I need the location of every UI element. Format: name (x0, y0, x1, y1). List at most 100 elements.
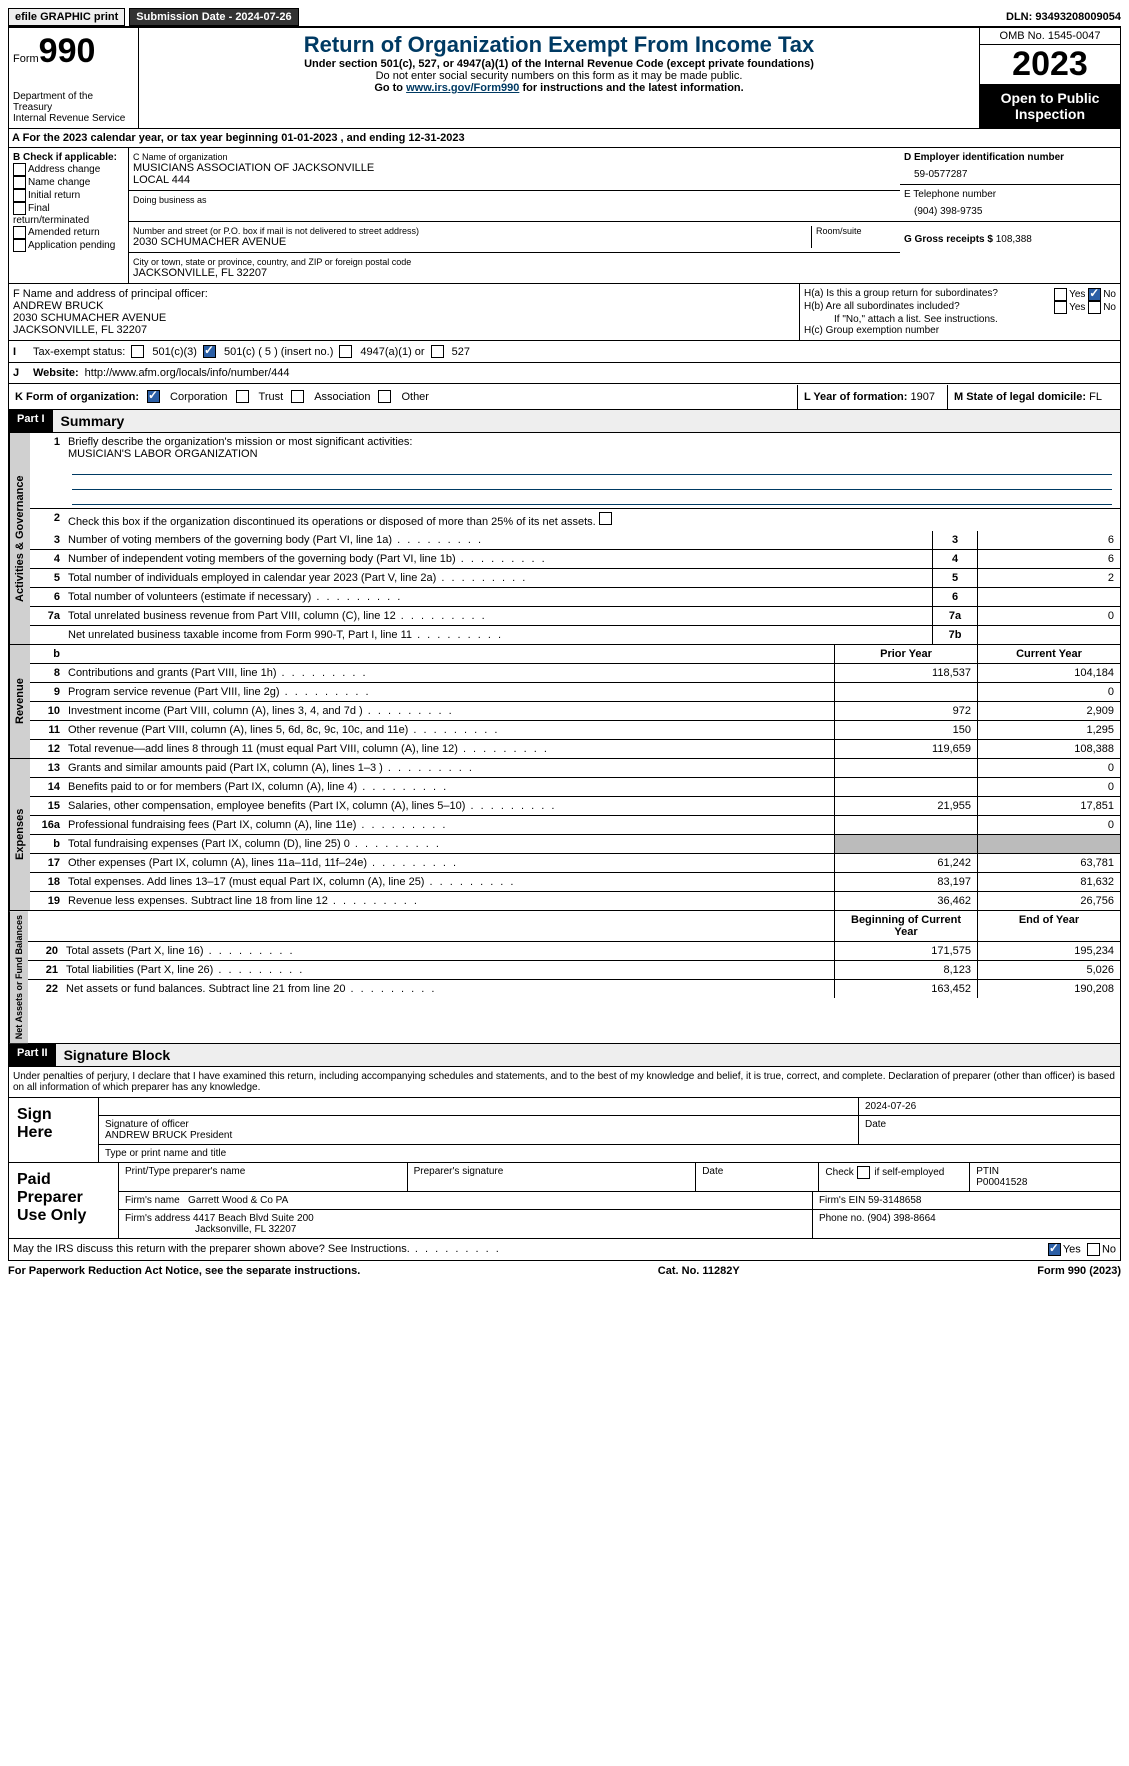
box-b-label: B Check if applicable: (13, 152, 124, 163)
chk-4947[interactable] (339, 345, 352, 358)
submission-btn[interactable]: Submission Date - 2024-07-26 (129, 8, 298, 26)
dba-label: Doing business as (133, 195, 896, 205)
line-text: Other expenses (Part IX, column (A), lin… (64, 854, 834, 872)
ha-no[interactable] (1088, 288, 1101, 301)
current-value: 104,184 (977, 664, 1120, 682)
prior-value: 21,955 (834, 797, 977, 815)
gross-receipts-label: G Gross receipts $ (904, 234, 993, 245)
chk-name-change[interactable] (13, 176, 26, 189)
subtitle-2: Do not enter social security numbers on … (143, 70, 975, 82)
line-text: Total unrelated business revenue from Pa… (64, 607, 932, 625)
prior-value: 171,575 (834, 942, 977, 960)
firm-name: Garrett Wood & Co PA (188, 1195, 288, 1206)
chk-self-employed[interactable] (857, 1166, 870, 1179)
phone-value: (904) 398-9735 (904, 200, 1116, 217)
officer-addr2: JACKSONVILLE, FL 32207 (13, 324, 795, 336)
row-j: JWebsite: http://www.afm.org/locals/info… (8, 363, 1121, 384)
prior-value: 163,452 (834, 980, 977, 998)
line-box: 4 (932, 550, 977, 568)
section-f-h: F Name and address of principal officer:… (8, 284, 1121, 341)
dept-irs: Internal Revenue Service (13, 113, 134, 124)
chk-amended-return[interactable] (13, 226, 26, 239)
chk-initial-return[interactable] (13, 189, 26, 202)
gross-receipts-value: 108,388 (996, 234, 1032, 245)
chk-527[interactable] (431, 345, 444, 358)
discuss-row: May the IRS discuss this return with the… (8, 1239, 1121, 1261)
form-number: 990 (39, 32, 96, 70)
paid-preparer-block: Paid Preparer Use Only Print/Type prepar… (8, 1163, 1121, 1239)
ha-yes[interactable] (1054, 288, 1067, 301)
chk-discontinued[interactable] (599, 512, 612, 525)
chk-corp[interactable] (147, 390, 160, 403)
line-value (977, 588, 1120, 606)
chk-501c3[interactable] (131, 345, 144, 358)
irs-link[interactable]: www.irs.gov/Form990 (406, 82, 519, 94)
vlabel-na: Net Assets or Fund Balances (9, 911, 28, 1043)
form-title: Return of Organization Exempt From Incom… (143, 32, 975, 58)
line-text: Number of voting members of the governin… (64, 531, 932, 549)
firm-ein: 59-3148658 (868, 1195, 921, 1206)
current-value: 0 (977, 778, 1120, 796)
part1-header: Part ISummary (8, 410, 1121, 433)
hb-no[interactable] (1088, 301, 1101, 314)
chk-assoc[interactable] (291, 390, 304, 403)
prior-value: 118,537 (834, 664, 977, 682)
line-text: Salaries, other compensation, employee b… (64, 797, 834, 815)
ein-label: D Employer identification number (904, 152, 1116, 163)
prior-value: 972 (834, 702, 977, 720)
chk-trust[interactable] (236, 390, 249, 403)
hb-yes[interactable] (1054, 301, 1067, 314)
sign-date: 2024-07-26 (859, 1098, 1120, 1115)
prior-value: 8,123 (834, 961, 977, 979)
col-prior: Prior Year (834, 645, 977, 663)
discuss-yes[interactable] (1048, 1243, 1061, 1256)
line-text: Contributions and grants (Part VIII, lin… (64, 664, 834, 682)
org-name-2: LOCAL 444 (133, 174, 896, 186)
discuss-no[interactable] (1087, 1243, 1100, 1256)
line-text: Investment income (Part VIII, column (A)… (64, 702, 834, 720)
chk-app-pending[interactable] (13, 239, 26, 252)
sign-here-block: Sign Here 2024-07-26 Signature of office… (8, 1098, 1121, 1163)
form-label: Form (13, 53, 39, 65)
current-value: 26,756 (977, 892, 1120, 910)
org-name-1: MUSICIANS ASSOCIATION OF JACKSONVILLE (133, 162, 896, 174)
current-value: 2,909 (977, 702, 1120, 720)
line-text: Total fundraising expenses (Part IX, col… (64, 835, 834, 853)
line-box: 7b (932, 626, 977, 644)
officer-label: F Name and address of principal officer: (13, 288, 795, 300)
line-box: 5 (932, 569, 977, 587)
activities-governance: Activities & Governance 1 Briefly descri… (8, 433, 1121, 645)
q1-label: Briefly describe the organization's miss… (68, 436, 1116, 448)
subtitle-3: Go to www.irs.gov/Form990 for instructio… (143, 82, 975, 94)
row-a-tax-year: A For the 2023 calendar year, or tax yea… (8, 129, 1121, 148)
officer-name: ANDREW BRUCK (13, 300, 795, 312)
chk-final-return[interactable] (13, 202, 26, 215)
line-value: 6 (977, 550, 1120, 568)
prior-value (834, 778, 977, 796)
officer-signature: ANDREW BRUCK President (105, 1130, 232, 1141)
phone-label: E Telephone number (904, 189, 1116, 200)
line-text: Total number of volunteers (estimate if … (64, 588, 932, 606)
col-end: End of Year (977, 911, 1120, 941)
dln: DLN: 93493208009054 (1006, 11, 1121, 23)
year-formation: 1907 (911, 391, 935, 403)
efile-btn[interactable]: efile GRAPHIC print (8, 8, 125, 26)
line-text: Program service revenue (Part VIII, line… (64, 683, 834, 701)
sign-here-label: Sign Here (9, 1098, 99, 1162)
line-value (977, 626, 1120, 644)
line-text: Benefits paid to or for members (Part IX… (64, 778, 834, 796)
chk-501c[interactable] (203, 345, 216, 358)
chk-address-change[interactable] (13, 163, 26, 176)
dept-treasury: Department of the Treasury (13, 91, 134, 113)
line-text: Total assets (Part X, line 16) (62, 942, 834, 960)
open-inspection: Open to Public Inspection (980, 84, 1120, 128)
expenses-section: Expenses 13Grants and similar amounts pa… (8, 759, 1121, 911)
chk-other[interactable] (378, 390, 391, 403)
current-value: 0 (977, 816, 1120, 834)
section-b-to-g: B Check if applicable: Address change Na… (8, 148, 1121, 284)
current-value: 0 (977, 759, 1120, 777)
current-value: 81,632 (977, 873, 1120, 891)
hb-label: H(b) Are all subordinates included? (804, 301, 960, 314)
line-text: Total number of individuals employed in … (64, 569, 932, 587)
current-value: 190,208 (977, 980, 1120, 998)
